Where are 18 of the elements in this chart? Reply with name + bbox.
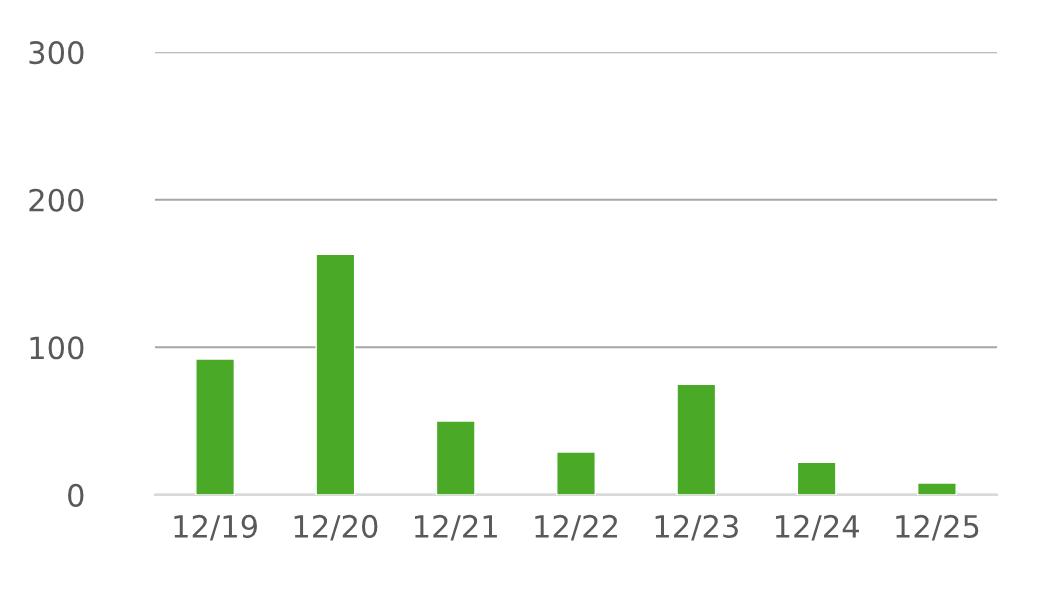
x-tick-label: 12/19 (174, 514, 257, 541)
x-tick-label: 12/22 (535, 514, 617, 541)
x-tick-label: 12/20 (294, 514, 378, 541)
x-tick-label: 12/23 (655, 514, 738, 541)
x-tick-label: 12/21 (415, 514, 497, 541)
bar (315, 253, 356, 495)
y-tick-label: 300 (29, 41, 84, 65)
bar (195, 358, 236, 495)
bar (916, 482, 957, 495)
y-tick-label: 200 (29, 188, 84, 212)
y-tick-label: 100 (30, 336, 84, 360)
x-tick-label: 12/25 (896, 514, 979, 541)
bar (676, 383, 717, 495)
bar (435, 420, 476, 495)
bar (556, 451, 596, 495)
y-tick-label: 0 (68, 483, 84, 507)
x-tick-label: 12/24 (775, 514, 859, 541)
bar (796, 461, 837, 495)
